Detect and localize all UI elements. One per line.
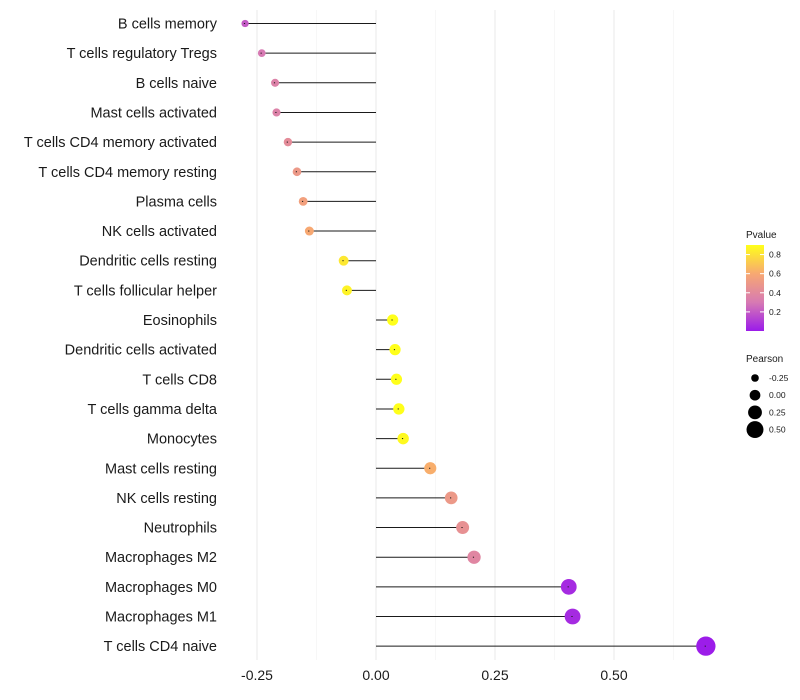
size-legend-dot: [749, 389, 761, 401]
size-legend-dot: [748, 405, 762, 420]
data-point: [390, 373, 403, 385]
y-axis-labels: B cells memory T cells regulatory Tregs B …: [24, 17, 218, 656]
category-label: Dendritic cells resting: [79, 254, 217, 270]
size-legend-label: -0.25: [769, 373, 789, 383]
x-tick-label: -0.25: [241, 667, 273, 683]
pvalue-legend-title: Pvalue: [746, 230, 777, 241]
pearson-legend: Pearson -0.25 0.00 0.25 0.50: [746, 354, 789, 439]
points: [241, 19, 716, 656]
x-axis-ticks: -0.25 0.00 0.25 0.50: [241, 667, 628, 683]
colorbar-label: 0.4: [769, 288, 781, 298]
category-label: Eosinophils: [143, 313, 217, 329]
grid-lines: [256, 10, 674, 660]
category-label: NK cells resting: [116, 491, 217, 507]
category-label: Monocytes: [147, 432, 217, 448]
category-label: T cells CD4 memory activated: [24, 135, 217, 151]
size-legend-dot: [746, 421, 764, 439]
category-label: Macrophages M1: [105, 610, 217, 626]
category-label: B cells memory: [118, 17, 218, 33]
category-label: T cells regulatory Tregs: [67, 46, 217, 62]
category-label: Plasma cells: [136, 194, 217, 210]
size-legend-label: 0.25: [769, 407, 786, 417]
colorbar-label: 0.2: [769, 307, 781, 317]
colorbar-label: 0.6: [769, 269, 781, 279]
x-tick-label: 0.00: [362, 667, 389, 683]
category-label: Mast cells activated: [90, 105, 217, 121]
x-tick-label: 0.50: [600, 667, 627, 683]
size-legend-dot: [751, 374, 759, 382]
colorbar-label: 0.8: [769, 250, 781, 260]
x-tick-label: 0.25: [481, 667, 508, 683]
pearson-legend-title: Pearson: [746, 354, 783, 365]
category-label: T cells gamma delta: [88, 402, 218, 418]
category-label: T cells CD4 naive: [104, 639, 217, 655]
category-label: Mast cells resting: [105, 461, 217, 477]
category-label: T cells CD4 memory resting: [38, 165, 217, 181]
category-label: Macrophages M0: [105, 580, 217, 596]
category-label: NK cells activated: [102, 224, 217, 240]
category-label: Neutrophils: [144, 521, 217, 537]
category-label: T cells CD8: [142, 372, 217, 388]
data-point: [338, 255, 349, 266]
category-label: B cells naive: [136, 76, 217, 92]
size-legend-label: 0.50: [769, 425, 786, 435]
category-label: Macrophages M2: [105, 550, 217, 566]
pvalue-colorbar: [746, 245, 764, 331]
category-label: Dendritic cells activated: [65, 343, 217, 359]
size-legend-label: 0.00: [769, 390, 786, 400]
pvalue-legend: Pvalue 0.8 0.6 0.4 0.2: [746, 230, 781, 331]
category-label: T cells follicular helper: [74, 283, 217, 299]
